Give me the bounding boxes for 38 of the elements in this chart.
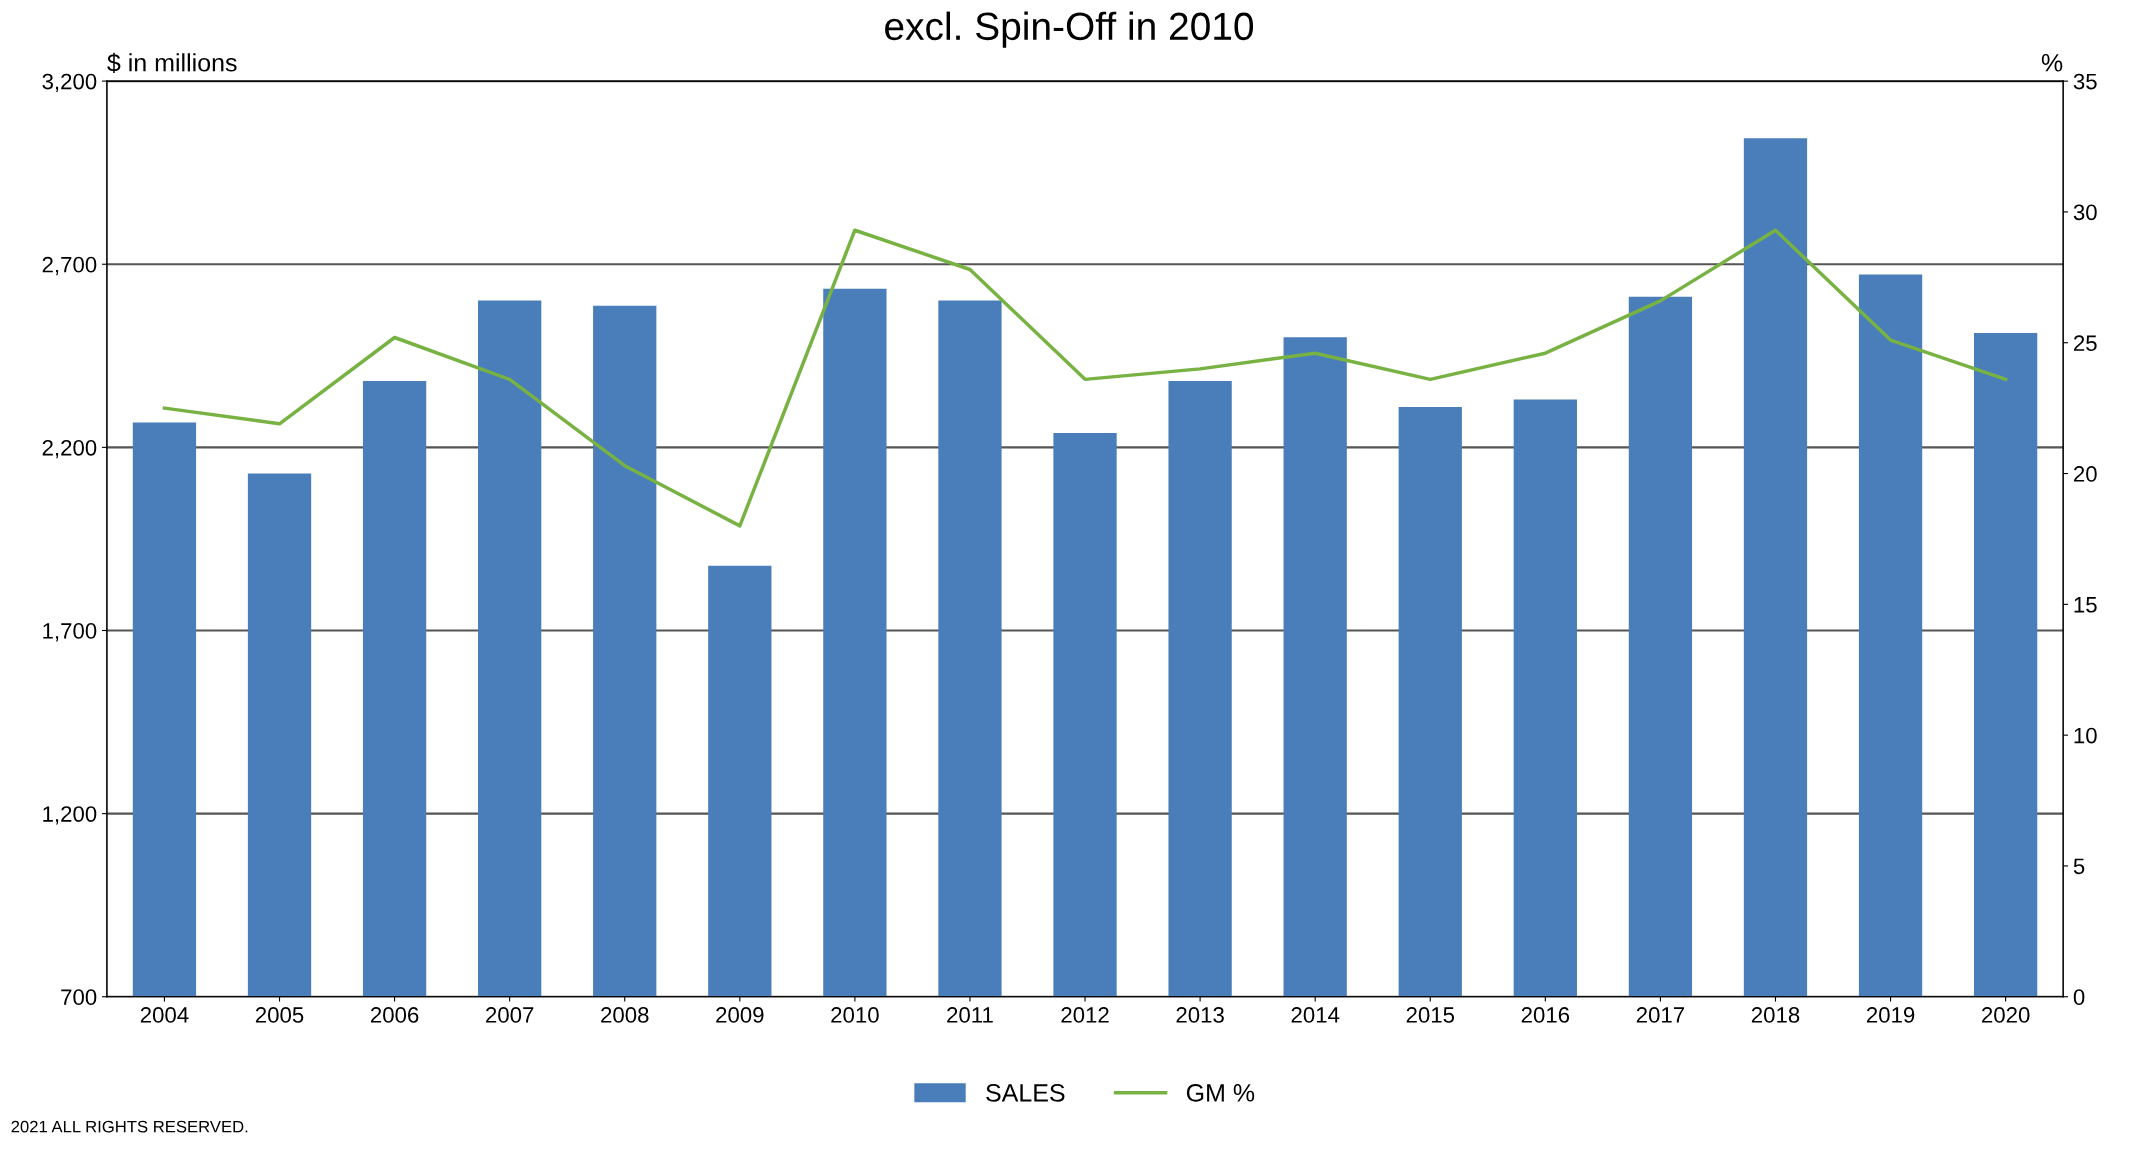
x-tick-label: 2014	[1291, 1007, 1340, 1023]
x-tick-label: 2005	[255, 1007, 304, 1023]
chart-title: excl. Spin-Off in 2010	[885, 11, 1254, 48]
y-tick-label: 2,700	[42, 256, 97, 276]
y2-tick-label: 10	[2074, 727, 2097, 744]
x-tick-label: 2004	[140, 1007, 189, 1023]
x-tick-label: 2019	[1866, 1007, 1915, 1023]
x-tick-label: 2015	[1406, 1007, 1455, 1023]
y2-tick-label: 25	[2074, 335, 2097, 351]
x-tick-label: 2012	[1061, 1007, 1109, 1023]
y-axis-title: $ in millions	[107, 52, 237, 74]
x-tick-label: 2011	[947, 1007, 993, 1023]
line-series	[162, 228, 2008, 528]
y-tick-label: 1,700	[43, 623, 97, 642]
x-tick-label: 2008	[601, 1007, 649, 1023]
y2-axis-title: %	[2041, 54, 2063, 72]
x-tick-label: 2018	[1751, 1007, 1800, 1023]
y2-tick-label: 35	[2073, 73, 2097, 90]
y2-tick-label: 5	[2073, 858, 2085, 875]
y-tick-label: 1,200	[43, 806, 97, 825]
x-tick-label: 2020	[1982, 1007, 2030, 1023]
x-tick-label: 2010	[831, 1007, 879, 1023]
legend-label: GM %	[1186, 1083, 1255, 1102]
x-tick-label: 2006	[370, 1007, 419, 1023]
x-tick-label: 2013	[1176, 1007, 1224, 1023]
y2-tick-label: 15	[2074, 597, 2097, 613]
x-tick-label: 2017	[1636, 1007, 1685, 1023]
y2-tick-label: 20	[2074, 466, 2097, 482]
y-tick-label: 700	[61, 989, 97, 1006]
x-tick-label: 2009	[716, 1007, 764, 1023]
y2-tick-label: 30	[2073, 204, 2097, 221]
y-tick-label: 3,200	[42, 73, 97, 93]
y2-tick-label: 0	[2073, 989, 2085, 1006]
legend-label: SALES	[986, 1083, 1065, 1102]
x-tick-label: 2016	[1521, 1007, 1570, 1023]
y-tick-label: 2,200	[42, 439, 97, 459]
x-tick-label: 2007	[486, 1007, 534, 1023]
text: 2021 ALL RIGHTS RESERVED.	[11, 1120, 248, 1133]
